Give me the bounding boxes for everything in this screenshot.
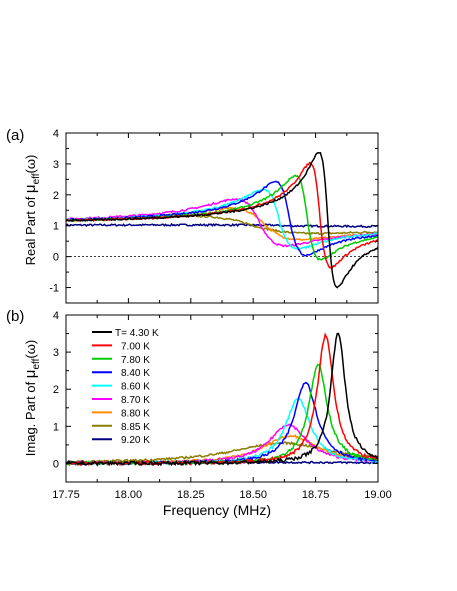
panel-b-label: (b) (6, 308, 24, 325)
panel-a-label: (a) (6, 127, 24, 144)
x-tick-label: 17.75 (52, 489, 80, 501)
y-tick-label: 0 (53, 252, 59, 264)
panel-b-ylabel-sub: eff (31, 358, 42, 369)
panel-b-ylabel: Imag. Part of μeff(ω) (22, 340, 42, 456)
x-axis-title: Frequency (MHz) (163, 502, 271, 518)
x-tick-label: 18.75 (302, 489, 330, 501)
panel-a-plot: -1 0 1 2 3 4 (49, 128, 379, 304)
series-line-8-70K (66, 197, 378, 248)
y-tick-label: 4 (53, 128, 59, 140)
y-tick-label: -1 (49, 283, 59, 295)
panel-b-ylabel-main: Imag. Part of (23, 378, 38, 456)
series-group (66, 152, 378, 289)
legend: T= 4.30 K 7.00 K 7.80 K 8.40 K 8.60 K 8.70 K 8… (92, 328, 159, 446)
x-tick-label: 18.50 (239, 489, 267, 501)
series-group (66, 332, 378, 467)
y-tick-label: 0 (53, 458, 59, 470)
series-line-9-20K (66, 222, 378, 229)
panel-a-ylabel-mu: μ (22, 184, 39, 193)
legend-label: 8.40 K (121, 368, 150, 379)
y-tick-label: 1 (53, 421, 59, 433)
panel-b-plot: 17.75 18.00 18.25 18.50 18.75 19.00 0 1 2 3 4 T= 4.… (52, 310, 392, 501)
x-tick-label: 19.00 (364, 489, 392, 501)
series-line-7-00K (66, 161, 378, 269)
series-line-8-70K (66, 423, 378, 466)
y-tick-label: 2 (53, 190, 59, 202)
panel-a-ylabel-arg: (ω) (23, 155, 38, 174)
panel-a-ylabel-sub: eff (31, 173, 42, 184)
y-tick-label: 3 (53, 347, 59, 359)
legend-label: 8.60 K (121, 382, 150, 393)
legend-label: 8.80 K (121, 408, 150, 419)
legend-label: T= 4.30 K (115, 328, 159, 339)
y-tick-label: 2 (53, 384, 59, 396)
series-line-4-30K (66, 332, 378, 467)
legend-label: 8.70 K (121, 395, 150, 406)
plot-frame (65, 314, 379, 483)
panel-a-ylabel: Real Part of μeff(ω) (22, 155, 42, 266)
panel-b-ylabel-arg: (ω) (23, 340, 38, 359)
panel-a-ylabel-main: Real Part of (23, 193, 38, 265)
x-tick-label: 18.00 (115, 489, 143, 501)
legend-label: 9.20 K (121, 435, 150, 446)
series-line-4-30K (66, 152, 378, 289)
panel-b-ylabel-mu: μ (22, 370, 39, 379)
x-tick-label: 18.25 (177, 489, 205, 501)
y-tick-label: 3 (53, 159, 59, 171)
legend-label: 7.00 K (121, 341, 150, 352)
y-tick-label: 4 (53, 310, 59, 322)
legend-label: 8.85 K (121, 422, 150, 433)
legend-label: 7.80 K (121, 355, 150, 366)
y-tick-label: 1 (53, 221, 59, 233)
